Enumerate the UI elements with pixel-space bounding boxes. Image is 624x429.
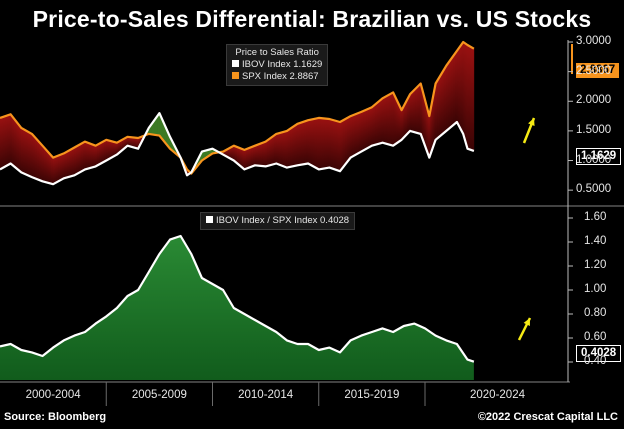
legend-label-ratio: IBOV Index / SPX Index 0.4028 [216,215,350,226]
x-tick-label: 2010-2014 [238,389,294,401]
y-tick-label-top: 0.5000 [576,183,612,196]
up-arrow-top-head [528,118,535,126]
chart-title: Price-to-Sales Differential: Brazilian v… [32,6,592,32]
value-tag-ibov: 1.1629 [576,148,622,165]
legend-label-ibov: IBOV Index 1.1629 [242,59,323,70]
series-line-spx [0,40,475,175]
bottom-legend: IBOV Index / SPX Index 0.4028 [200,212,356,230]
legend-item-ibov: IBOV Index 1.1629 [232,59,322,71]
y-tick-label-bottom: 1.20 [584,259,607,271]
legend-swatch-spx [232,72,239,79]
y-tick-label-top: 3.0000 [576,35,612,47]
footer-source: Source: Bloomberg [4,411,107,423]
y-tick-label-bottom: 0.60 [584,331,607,343]
y-tick-label-bottom: 0.40 [584,355,607,367]
legend-item-spx: SPX Index 2.8867 [232,71,322,83]
y-tick-label-top: 2.5000 [576,64,612,77]
legend-swatch-ratio [206,216,213,223]
ratio-area-fill [0,236,474,380]
x-tick-label: 2005-2009 [131,389,187,401]
up-arrow-bottom-head [523,318,530,326]
y-tick-label-bottom: 1.60 [584,211,607,223]
value-tag-ratio: 0.4028 [576,345,622,362]
series-line-ratio [0,234,475,363]
value-tag-spx: 2.8867 [576,63,620,78]
y-tick-label-bottom: 1.40 [584,235,607,247]
y-tick-label-top: 1.0000 [576,153,612,166]
y-tick-label-bottom: 0.80 [584,307,607,319]
y-tick-label-bottom: 1.00 [584,283,607,295]
legend-swatch-ibov [232,60,239,67]
x-tick-label: 2000-2004 [25,389,81,401]
legend-label-spx: SPX Index 2.8867 [242,71,319,82]
spread-fill-segment [472,47,475,152]
x-tick-label: 2020-2024 [470,389,525,401]
top-legend: Price to Sales Ratio IBOV Index 1.1629 S… [226,44,329,86]
x-tick-label: 2015-2019 [344,389,400,401]
top-legend-title: Price to Sales Ratio [235,47,319,58]
footer-credit: ©2022 Crescat Capital LLC [477,411,618,423]
y-tick-label-top: 1.5000 [576,123,612,136]
y-tick-label-top: 2.0000 [576,94,612,107]
series-line-ibov [0,112,475,186]
